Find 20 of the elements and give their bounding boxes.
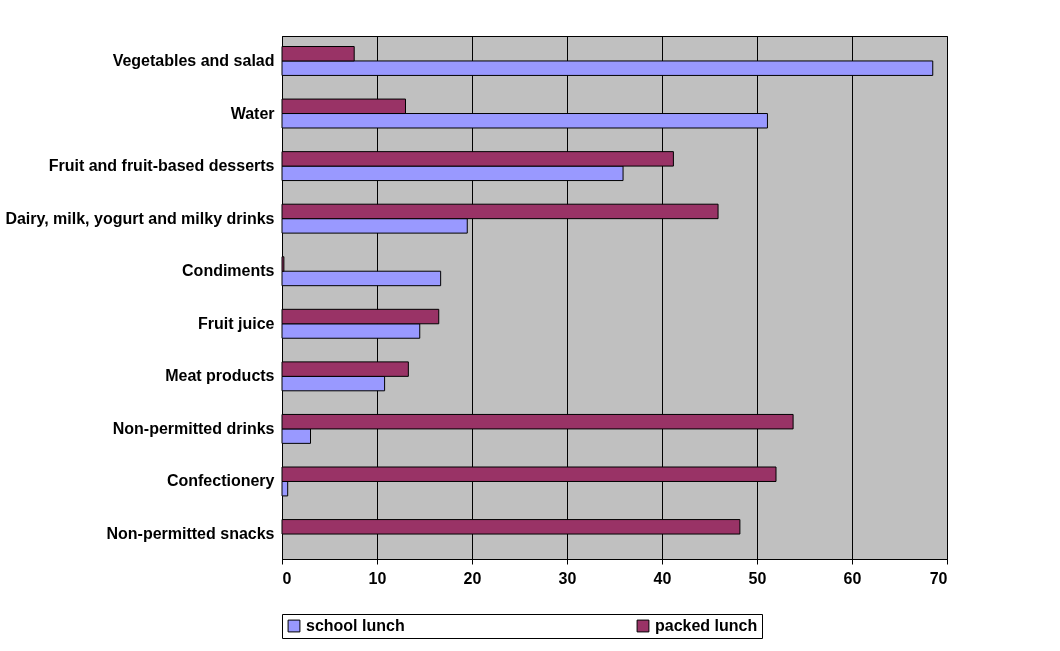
y-tick-label: Non-permitted drinks	[112, 419, 275, 437]
x-tick-label: 50	[748, 569, 767, 587]
x-tick-label: 0	[282, 569, 292, 587]
x-tick-label: 40	[653, 569, 672, 587]
y-tick-label: Confectionery	[166, 472, 275, 490]
x-tick-label: 20	[463, 569, 482, 587]
y-tick-label: Meat products	[165, 367, 275, 385]
y-tick-label: Condiments	[182, 262, 275, 280]
y-tick-label: Dairy, milk, yogurt and milky drinks	[5, 209, 275, 227]
x-tick-label: 10	[368, 569, 387, 587]
y-tick-label: Water	[230, 104, 275, 122]
legend-label: packed lunch	[655, 617, 758, 634]
y-tick-label: Fruit and fruit-based desserts	[48, 157, 275, 175]
x-tick-label: 70	[929, 569, 948, 587]
y-tick-label: Non-permitted snacks	[106, 525, 275, 543]
x-tick-label: 60	[843, 569, 862, 587]
x-tick-label: 30	[558, 569, 577, 587]
y-tick-label: Vegetables and salad	[112, 51, 275, 69]
y-tick-label: Fruit juice	[198, 314, 275, 332]
legend-label: school lunch	[306, 617, 405, 634]
